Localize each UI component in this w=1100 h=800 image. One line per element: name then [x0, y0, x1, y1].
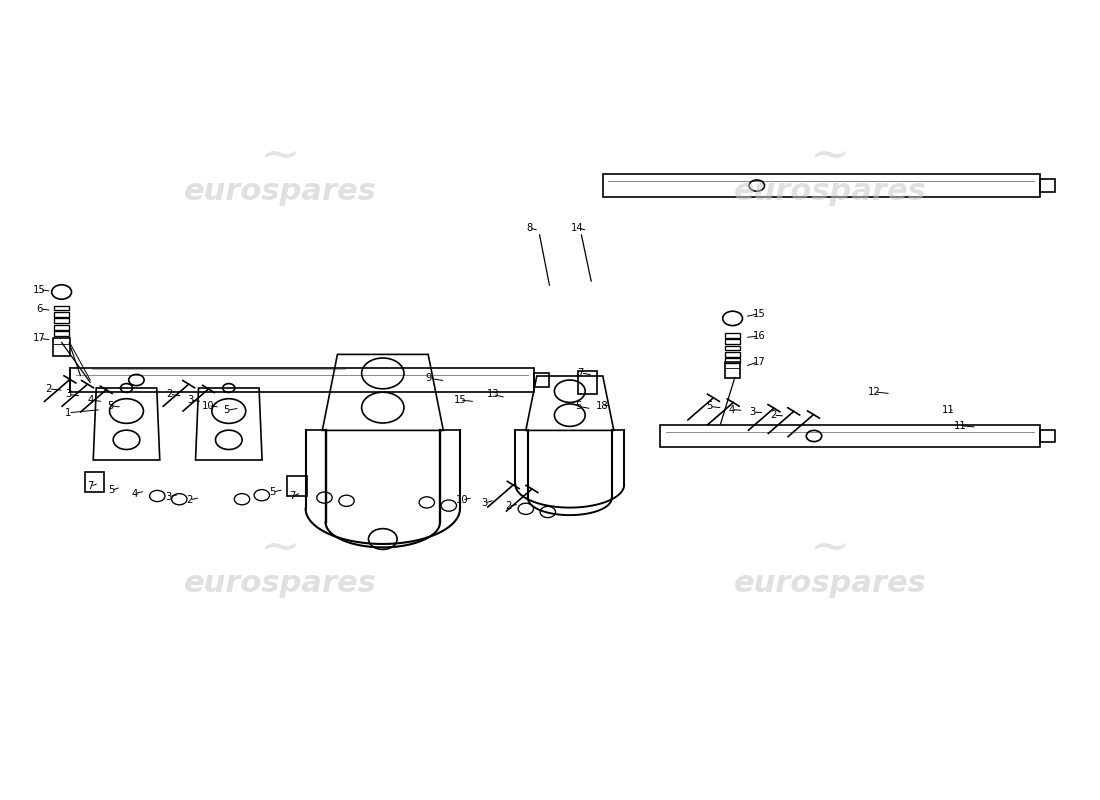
Text: 5: 5 [108, 486, 114, 495]
Text: 5: 5 [575, 402, 582, 411]
Text: 11: 11 [942, 405, 955, 414]
Text: 10: 10 [455, 495, 469, 505]
Text: 3: 3 [165, 492, 172, 502]
Text: 18: 18 [595, 402, 608, 411]
Text: 9: 9 [426, 374, 432, 383]
Text: 1: 1 [65, 408, 72, 418]
Text: 5: 5 [107, 401, 113, 410]
Text: eurospares: eurospares [184, 570, 377, 598]
Text: 16: 16 [752, 331, 766, 341]
Text: 5: 5 [706, 402, 713, 411]
Text: 11: 11 [954, 421, 967, 430]
Text: 12: 12 [868, 387, 881, 397]
Text: 6: 6 [36, 304, 43, 314]
Text: 4: 4 [728, 405, 735, 414]
Text: 10: 10 [201, 401, 214, 410]
Text: 2: 2 [770, 410, 777, 420]
Text: 14: 14 [571, 223, 584, 233]
Text: 4: 4 [131, 489, 138, 498]
Text: 2: 2 [166, 390, 173, 399]
Text: 7: 7 [87, 482, 94, 491]
Text: 13: 13 [486, 390, 499, 399]
Text: ~: ~ [810, 133, 851, 179]
Text: eurospares: eurospares [734, 570, 927, 598]
Text: 5: 5 [223, 406, 230, 415]
Text: 15: 15 [453, 395, 466, 405]
Text: 17: 17 [752, 357, 766, 366]
Text: 2: 2 [505, 502, 512, 511]
Text: ~: ~ [260, 133, 301, 179]
Text: eurospares: eurospares [184, 178, 377, 206]
Text: 15: 15 [752, 309, 766, 318]
Text: 8: 8 [526, 223, 532, 233]
Text: 7: 7 [289, 491, 296, 501]
Text: 3: 3 [187, 395, 194, 405]
Text: 3: 3 [749, 407, 756, 417]
Text: 15: 15 [33, 285, 46, 294]
Text: 4: 4 [87, 395, 94, 405]
Text: 3: 3 [65, 390, 72, 399]
Text: ~: ~ [810, 525, 851, 571]
Text: 7: 7 [578, 368, 584, 378]
Text: 17: 17 [33, 334, 46, 343]
Text: ~: ~ [260, 525, 301, 571]
Text: 2: 2 [186, 495, 192, 505]
Text: 5: 5 [270, 487, 276, 497]
Text: eurospares: eurospares [734, 178, 927, 206]
Text: 2: 2 [45, 384, 52, 394]
Text: 3: 3 [481, 498, 487, 508]
